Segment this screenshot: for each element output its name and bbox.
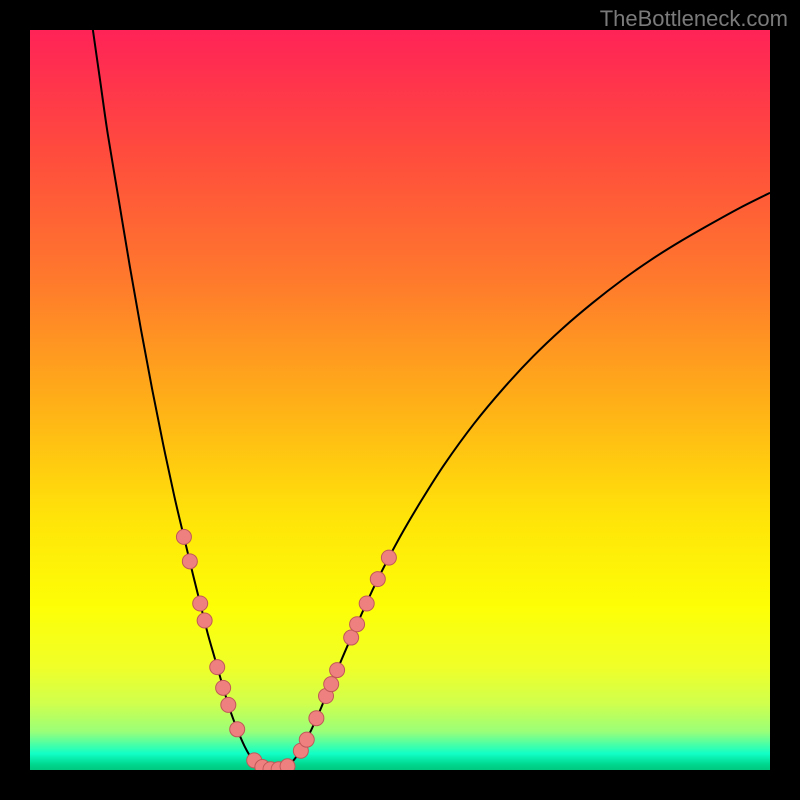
marker-point xyxy=(309,711,324,726)
marker-point xyxy=(193,596,208,611)
marker-point xyxy=(350,617,365,632)
marker-point xyxy=(299,732,314,747)
attribution-text: TheBottleneck.com xyxy=(600,6,788,32)
marker-point xyxy=(324,677,339,692)
marker-point xyxy=(344,630,359,645)
marker-point xyxy=(370,572,385,587)
marker-point xyxy=(221,697,236,712)
marker-point xyxy=(330,663,345,678)
marker-point xyxy=(197,613,212,628)
marker-point xyxy=(359,596,374,611)
marker-point xyxy=(381,550,396,565)
marker-point xyxy=(280,759,295,770)
chart-background xyxy=(30,30,770,770)
bottleneck-chart xyxy=(30,30,770,770)
marker-point xyxy=(182,554,197,569)
marker-point xyxy=(176,529,191,544)
marker-point xyxy=(216,680,231,695)
chart-area xyxy=(30,30,770,770)
marker-point xyxy=(210,660,225,675)
marker-point xyxy=(230,722,245,737)
